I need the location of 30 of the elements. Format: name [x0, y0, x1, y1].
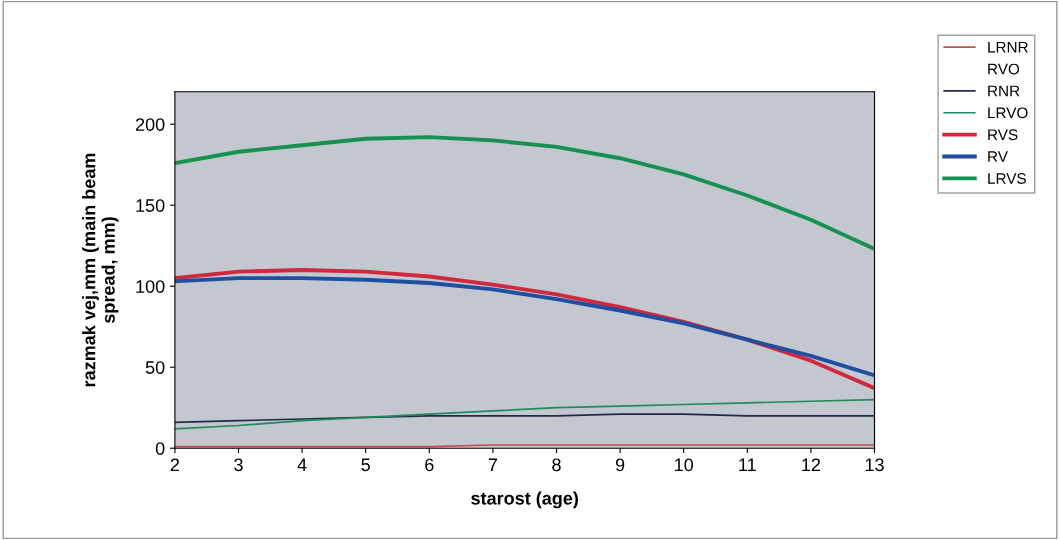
x-tick-label: 12 — [802, 458, 821, 472]
y-axis-title: razmak vej,mm (main beam spread, mm) — [82, 153, 119, 387]
x-tick-label: 5 — [361, 458, 370, 472]
line-series — [174, 135, 875, 251]
line-series — [174, 276, 875, 378]
y-tick-label: 100 — [136, 280, 165, 293]
legend-label: RV — [988, 151, 1008, 162]
x-tick-label: 4 — [297, 458, 307, 472]
x-tick-label: 9 — [615, 458, 625, 472]
x-tick-label: 10 — [675, 458, 694, 472]
y-tick-label: 200 — [135, 118, 165, 131]
x-tick-label: 11 — [739, 458, 756, 472]
y-tick-label: 50 — [145, 361, 165, 374]
line-series — [174, 413, 875, 424]
x-tick-label: 8 — [552, 458, 561, 472]
legend-label: RVS — [988, 129, 1018, 141]
y-tick-label: 150 — [136, 199, 165, 212]
text: RVO — [988, 63, 1020, 75]
x-axis-title: starost (age) — [471, 491, 578, 509]
x-tick-label: 6 — [425, 458, 434, 472]
legend-label: RNR — [988, 85, 1020, 97]
legend-label: LRVO — [988, 107, 1028, 119]
legend-label: LRNR — [988, 41, 1028, 53]
line-series — [174, 398, 875, 430]
x-tick-label: 7 — [488, 458, 498, 472]
x-tick-label: 2 — [170, 458, 180, 472]
legend-label: LRVS — [988, 173, 1026, 184]
x-tick-label: 13 — [865, 458, 884, 472]
x-tick-label: 3 — [234, 458, 243, 472]
y-tick-label: 0 — [155, 442, 165, 455]
